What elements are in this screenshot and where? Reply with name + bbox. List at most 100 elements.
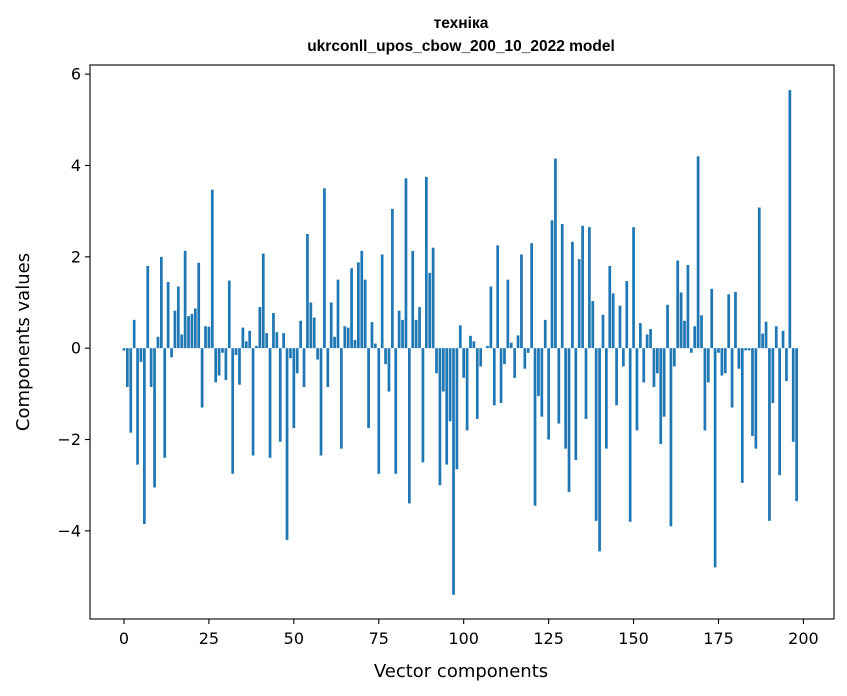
bar-89 <box>424 176 428 349</box>
bar-22 <box>197 262 201 349</box>
bar-117 <box>520 254 523 349</box>
bar-74 <box>374 343 377 349</box>
bar-37 <box>248 330 252 349</box>
y-tick-label: −4 <box>57 521 81 540</box>
bar-122 <box>537 348 540 397</box>
bar-42 <box>265 333 269 349</box>
bar-20 <box>190 313 194 349</box>
bar-159 <box>662 348 666 417</box>
bar-86 <box>414 319 418 349</box>
bar-80 <box>394 348 398 474</box>
bar-27 <box>214 348 218 383</box>
bar-85 <box>411 250 415 349</box>
bar-115 <box>513 348 517 378</box>
bar-63 <box>336 279 340 349</box>
bar-14 <box>170 348 173 358</box>
bar-183 <box>744 348 748 351</box>
bar-129 <box>560 223 564 349</box>
bar-155 <box>649 328 652 349</box>
bar-153 <box>642 348 646 383</box>
bar-158 <box>659 348 663 445</box>
bar-107 <box>486 345 489 349</box>
bar-194 <box>781 330 785 349</box>
bar-134 <box>577 259 581 349</box>
bar-10 <box>156 336 160 349</box>
bar-125 <box>547 348 550 440</box>
bar-138 <box>591 301 595 349</box>
plot-frame <box>89 64 835 620</box>
bar-143 <box>608 265 612 349</box>
bar-47 <box>282 333 285 349</box>
bar-94 <box>441 348 445 392</box>
bar-174 <box>713 348 717 568</box>
bar-187 <box>757 207 761 349</box>
bar-6 <box>143 348 146 525</box>
bar-97 <box>452 348 455 595</box>
bar-171 <box>703 348 707 431</box>
bar-154 <box>645 334 649 349</box>
bar-103 <box>472 341 476 349</box>
bar-169 <box>696 156 700 349</box>
bar-13 <box>166 281 170 349</box>
bar-21 <box>193 308 197 349</box>
bar-142 <box>605 348 608 449</box>
bar-185 <box>751 348 754 436</box>
bar-29 <box>221 348 224 353</box>
bar-177 <box>723 348 727 374</box>
bar-93 <box>438 348 442 486</box>
bar-28 <box>217 348 221 376</box>
bar-196 <box>788 90 792 349</box>
bar-165 <box>683 320 686 349</box>
bar-26 <box>210 189 214 349</box>
bar-88 <box>421 348 425 463</box>
bar-34 <box>238 348 241 385</box>
bar-71 <box>363 279 367 349</box>
x-tick-label: 75 <box>369 629 389 648</box>
bar-4 <box>136 348 139 465</box>
bar-82 <box>401 319 404 349</box>
y-tick-label: 0 <box>71 339 81 358</box>
bar-2 <box>129 348 133 433</box>
bar-98 <box>455 348 459 470</box>
bar-130 <box>564 348 567 449</box>
bar-77 <box>384 348 387 365</box>
bar-168 <box>693 326 697 349</box>
x-tick-label: 175 <box>703 629 734 648</box>
bar-144 <box>611 293 615 349</box>
bar-58 <box>319 348 323 456</box>
bar-152 <box>639 323 642 349</box>
y-axis-ticks: −4 −2 0 2 4 6 <box>57 65 90 540</box>
bar-172 <box>706 348 710 383</box>
bar-52 <box>299 320 302 349</box>
bar-62 <box>333 336 336 349</box>
bar-133 <box>574 348 578 461</box>
bar-35 <box>241 327 245 349</box>
bar-48 <box>285 348 289 540</box>
y-axis-label: Components values <box>13 253 34 431</box>
bar-8 <box>149 348 153 387</box>
bar-193 <box>778 348 781 476</box>
y-tick-label: 4 <box>71 156 81 175</box>
bar-197 <box>791 348 795 442</box>
bar-131 <box>567 348 571 493</box>
bar-49 <box>289 348 292 359</box>
bar-167 <box>689 348 693 353</box>
bar-83 <box>404 178 408 349</box>
bar-105 <box>479 348 483 367</box>
bar-132 <box>571 241 574 349</box>
bar-198 <box>795 348 798 502</box>
bar-147 <box>622 348 625 367</box>
bar-0 <box>122 348 126 351</box>
bar-30 <box>224 348 228 381</box>
bar-109 <box>492 348 496 406</box>
bar-161 <box>669 348 673 527</box>
bar-96 <box>448 348 452 422</box>
bar-179 <box>730 348 734 408</box>
bar-11 <box>159 256 163 349</box>
bar-114 <box>509 342 513 349</box>
x-tick-label: 150 <box>618 629 649 648</box>
bar-104 <box>475 348 479 419</box>
bar-163 <box>676 260 680 349</box>
bar-195 <box>785 348 788 382</box>
bar-189 <box>764 321 768 349</box>
